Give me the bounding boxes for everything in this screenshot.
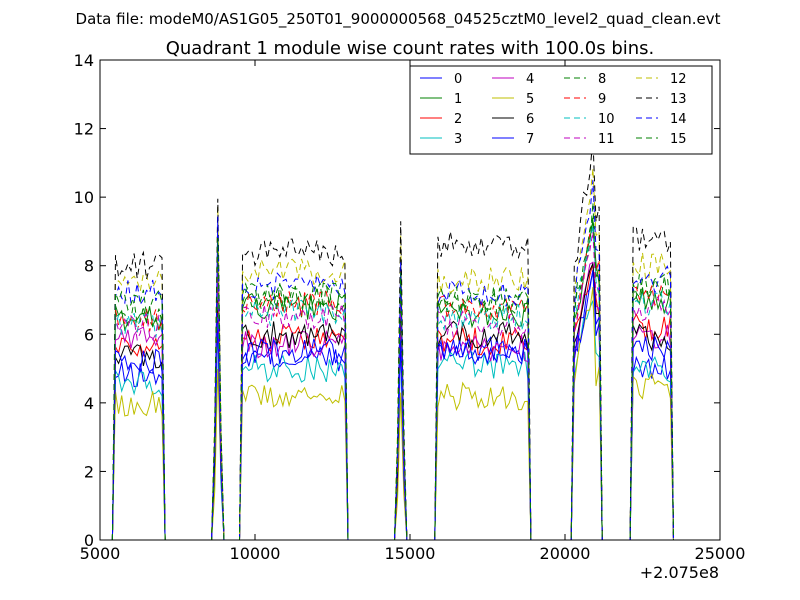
series-line-12	[111, 168, 674, 541]
legend-label: 6	[526, 112, 534, 127]
legend-box	[409, 65, 713, 155]
legend-label: 5	[526, 92, 534, 107]
legend-label: 8	[598, 72, 606, 87]
y-tick-label: 12	[74, 120, 94, 139]
y-tick-label: 4	[84, 394, 94, 413]
y-tick-label: 14	[74, 51, 94, 70]
x-offset-label: +2.075e8	[640, 563, 719, 582]
legend-label: 0	[454, 72, 462, 87]
legend-label: 11	[598, 132, 615, 147]
legend-label: 3	[454, 132, 462, 147]
legend-label: 12	[670, 72, 687, 87]
x-tick-label: 5000	[80, 544, 121, 563]
series-line-9	[111, 227, 674, 541]
legend-label: 1	[454, 92, 462, 107]
legend-label: 4	[526, 72, 534, 87]
y-tick-label: 0	[84, 531, 94, 550]
series-line-5	[111, 286, 674, 541]
legend-label: 7	[526, 132, 534, 147]
x-tick-label: 20000	[540, 544, 591, 563]
legend-label: 9	[598, 92, 606, 107]
y-tick-label: 2	[84, 462, 94, 481]
legend-label: 2	[454, 112, 462, 127]
chart-title: Quadrant 1 module wise count rates with …	[166, 38, 655, 59]
x-tick-label: 25000	[695, 544, 746, 563]
y-tick-label: 6	[84, 325, 94, 344]
y-tick-label: 8	[84, 257, 94, 276]
series-line-2	[111, 263, 674, 541]
legend-label: 14	[670, 112, 687, 127]
y-tick-label: 10	[74, 188, 94, 207]
legend-label: 15	[670, 132, 687, 147]
series-line-6	[111, 263, 674, 541]
plot-area	[111, 137, 674, 541]
x-tick-label: 15000	[385, 544, 436, 563]
series-line-3	[111, 300, 674, 541]
series-line-13	[111, 137, 674, 541]
series-line-4	[111, 261, 674, 541]
series-line-14	[111, 180, 674, 541]
x-tick-label: 10000	[230, 544, 281, 563]
legend-label: 10	[598, 112, 615, 127]
chart-suptitle: Data file: modeM0/AS1G05_250T01_90000005…	[76, 10, 721, 29]
series-line-8	[111, 202, 674, 541]
legend-label: 13	[670, 92, 687, 107]
